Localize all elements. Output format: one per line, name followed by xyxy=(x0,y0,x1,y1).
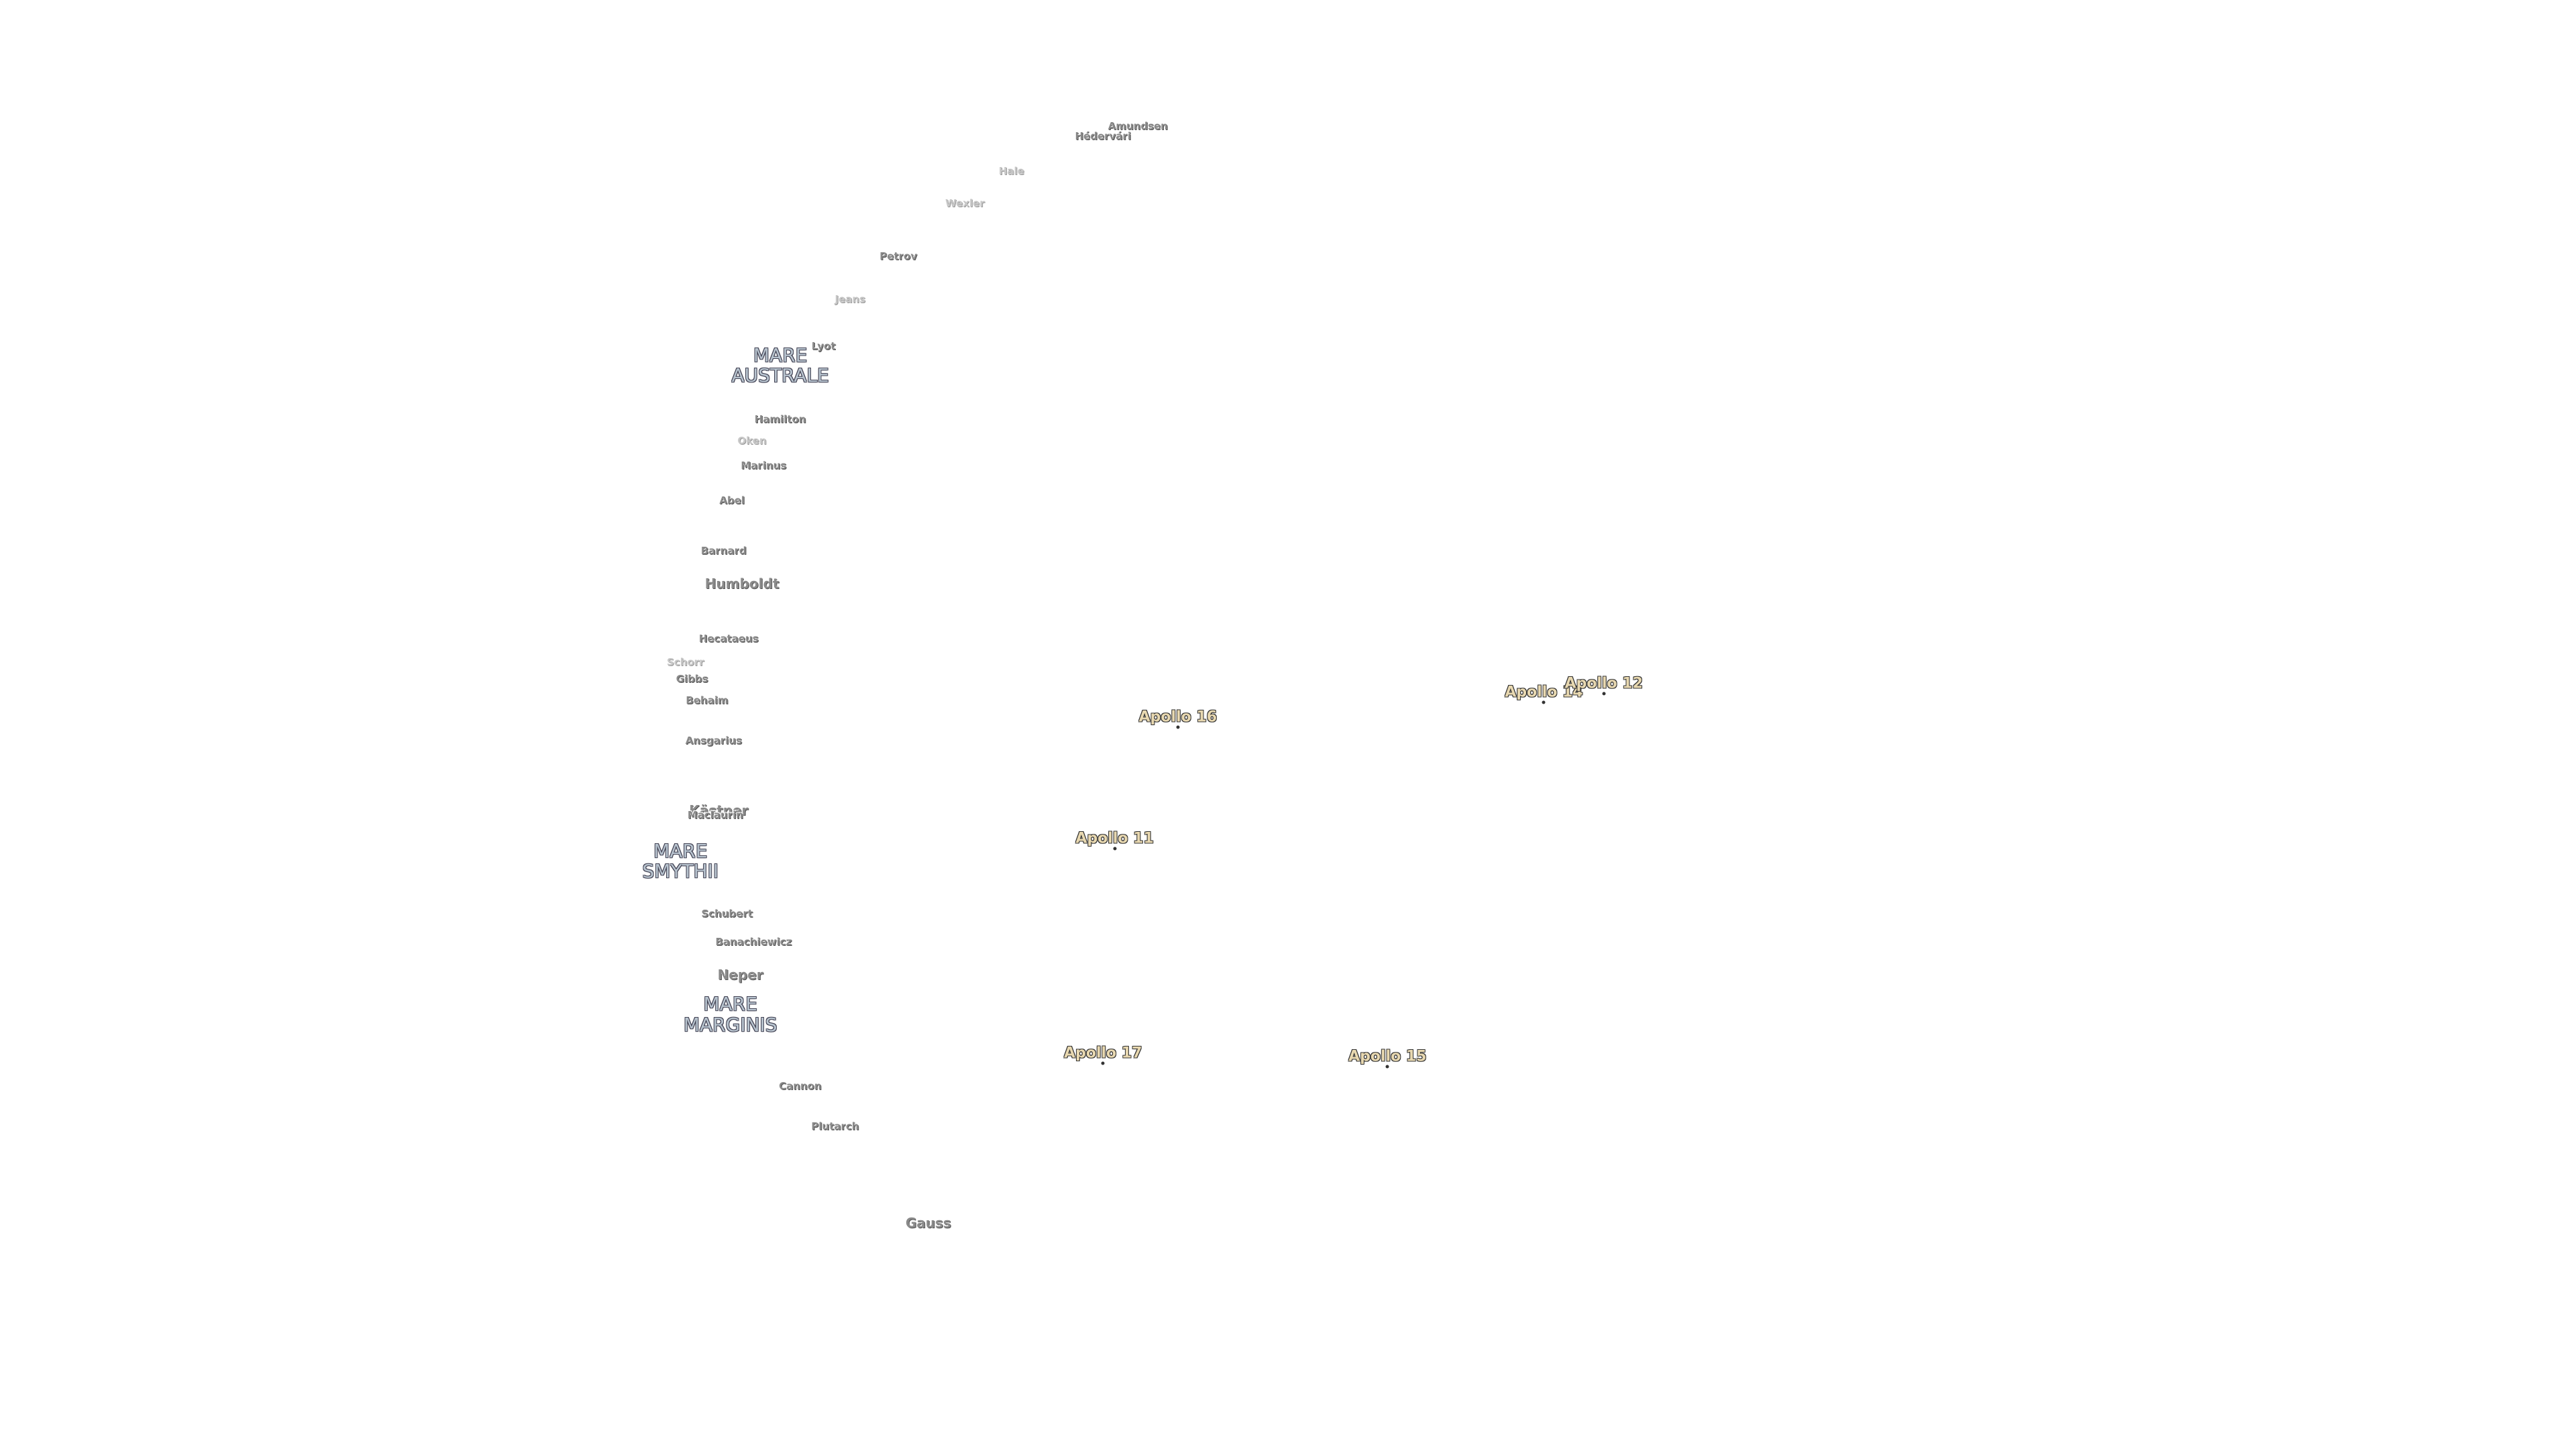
mare-label: MARE SMYTHII xyxy=(642,839,719,883)
crater-label: Gauss xyxy=(905,1214,951,1231)
landing-site-label: Apollo 11 xyxy=(1075,830,1154,847)
crater-label: Banachiewicz xyxy=(715,935,792,948)
crater-label: Schorr xyxy=(667,656,704,669)
crater-label: Petrov xyxy=(879,250,918,262)
mare-label: MARE AUSTRALE xyxy=(731,343,829,387)
landing-site-marker xyxy=(1176,725,1180,729)
landing-site-label: Apollo 15 xyxy=(1348,1048,1427,1065)
crater-label: Abel xyxy=(719,494,745,507)
crater-label: Plutarch xyxy=(811,1120,859,1132)
crater-label: Gibbs xyxy=(676,672,708,685)
crater-label: Maclaurin xyxy=(687,809,743,822)
crater-label: Oken xyxy=(737,435,767,447)
crater-label: Hale xyxy=(998,165,1024,178)
mare-label: MARE MARGINIS xyxy=(683,993,777,1036)
crater-label: Behaim xyxy=(686,694,729,707)
crater-label: Amundsen xyxy=(1108,120,1168,133)
crater-label: Humboldt xyxy=(704,576,780,592)
crater-label: Lyot xyxy=(811,339,836,352)
crater-label: Ansgarius xyxy=(685,734,743,747)
crater-label: Wexler xyxy=(945,197,985,209)
landing-site-marker xyxy=(1385,1065,1389,1069)
crater-label: Schubert xyxy=(701,907,753,920)
landing-site-label: Apollo 17 xyxy=(1064,1044,1142,1062)
crater-label: Cannon xyxy=(779,1080,822,1093)
crater-label: Barnard xyxy=(700,544,747,557)
landing-site-marker xyxy=(1602,692,1606,696)
crater-label: Jeans xyxy=(835,293,866,306)
crater-label: Hamilton xyxy=(754,413,806,425)
landing-site-label: Apollo 12 xyxy=(1564,675,1643,692)
crater-label: Marinus xyxy=(741,460,787,472)
landing-site-marker xyxy=(1101,1061,1105,1065)
crater-label: Neper xyxy=(717,967,763,983)
landing-site-label: Apollo 16 xyxy=(1138,708,1218,726)
landing-site-label: Apollo 14 xyxy=(1505,684,1583,701)
crater-label: Hédervári xyxy=(1075,130,1131,143)
crater-label: Kästner xyxy=(689,802,749,818)
landing-site-marker xyxy=(1542,700,1546,704)
crater-label: Hecataeus xyxy=(698,633,759,645)
landing-site-marker xyxy=(1113,847,1117,851)
